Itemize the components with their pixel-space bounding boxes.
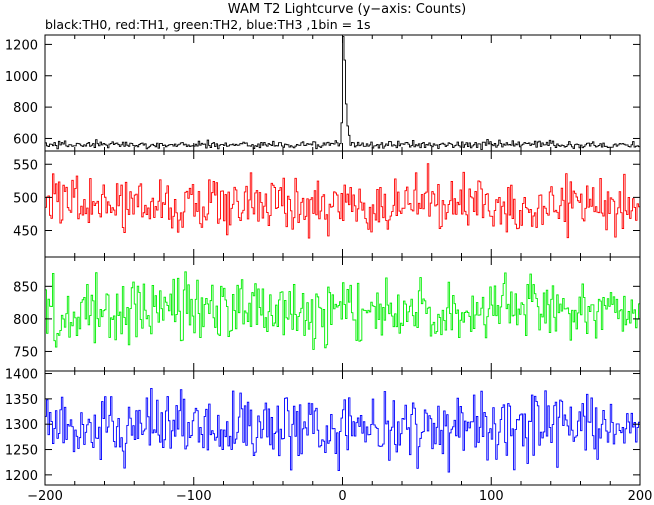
x-tick-label: −100 — [176, 489, 212, 504]
panel-th3: 1200 1250 1300 1350 1400 — [5, 368, 641, 486]
x-tick-label: −200 — [27, 489, 63, 504]
y-tick-label: 1200 — [5, 469, 38, 484]
y-tick-label: 1350 — [5, 393, 38, 408]
y-tick-label: 1300 — [5, 418, 38, 433]
x-tick-label: 100 — [479, 489, 504, 504]
panel-th2: 750 800 850 — [13, 256, 641, 372]
x-tick-label: 0 — [338, 489, 346, 504]
x-tick-label: 200 — [628, 489, 653, 504]
y-tick-label: 1200 — [5, 38, 38, 53]
x-axis: −200 −100 0 100 200 — [27, 489, 652, 504]
panels-group: 600 800 1000 1200 450 500 550 750 800 850 1200 1250… — [5, 34, 641, 486]
y-tick-label: 750 — [13, 345, 38, 360]
chart-title: WAM T2 Lightcurve (y−axis: Counts) — [228, 2, 466, 17]
series-line-th1 — [45, 163, 640, 239]
panel-th0: 600 800 1000 1200 — [5, 34, 641, 152]
y-tick-label: 800 — [13, 101, 38, 116]
y-tick-label: 800 — [13, 313, 38, 328]
y-tick-label: 450 — [13, 225, 38, 240]
chart-subtitle: black:TH0, red:TH1, green:TH2, blue:TH3 … — [45, 17, 371, 32]
panel-th1: 450 500 550 — [13, 150, 641, 258]
y-tick-label: 850 — [13, 280, 38, 295]
y-tick-label: 600 — [13, 132, 38, 147]
series-line-th0 — [45, 36, 640, 151]
y-tick-label: 1250 — [5, 444, 38, 459]
y-tick-label: 500 — [13, 191, 38, 206]
series-line-th3 — [45, 387, 640, 473]
y-tick-label: 1000 — [5, 70, 38, 85]
y-tick-label: 550 — [13, 158, 38, 173]
y-tick-label: 1400 — [5, 368, 38, 383]
series-line-th2 — [45, 271, 640, 350]
